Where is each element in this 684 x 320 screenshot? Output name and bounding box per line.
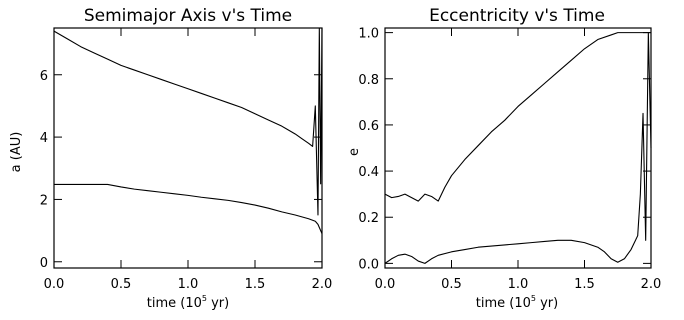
series-line-1: [384, 32, 651, 202]
x-axis-label-main: time (10: [147, 296, 202, 311]
series-line-2: [384, 32, 652, 264]
x-axis-label-sup: 5: [202, 294, 207, 303]
x-tick-label: 0.0: [44, 277, 65, 292]
y-tick-label: 0.8: [358, 73, 379, 88]
x-tick-label: 0.0: [375, 277, 396, 292]
x-axis-label-end: yr): [207, 296, 229, 311]
x-tick-label: 0.5: [111, 277, 132, 292]
y-tick-label: 4: [40, 131, 48, 146]
x-tick-label: 1.0: [508, 277, 529, 292]
x-axis-label-end: yr): [536, 296, 558, 311]
plot-frame: [384, 27, 652, 269]
x-tick-label: 1.5: [245, 277, 266, 292]
y-tick-label: 0.4: [358, 165, 379, 180]
y-tick-label: 2: [40, 193, 48, 208]
y-tick-label: 0: [40, 256, 48, 271]
y-tick-label: 0.2: [358, 211, 379, 226]
x-tick-label: 2.0: [312, 277, 333, 292]
x-axis-label-sup: 5: [531, 294, 536, 303]
x-axis-label: time (105 yr): [476, 294, 558, 311]
x-tick-label: 1.5: [574, 277, 595, 292]
x-tick-label: 0.5: [441, 277, 462, 292]
series-line-2: [54, 183, 323, 234]
y-tick-label: 0.0: [358, 257, 379, 272]
eccentricity-chart: Eccentricity v's Time time (105 yr) e 0.…: [347, 6, 661, 311]
plot-frame: [53, 27, 323, 269]
y-tick-label: 6: [40, 69, 48, 84]
chart-title: Semimajor Axis v's Time: [84, 6, 292, 26]
y-tick-label: 0.6: [358, 119, 379, 134]
y-axis-label: a (AU): [9, 132, 24, 173]
series-line-1: [53, 27, 323, 216]
y-tick-label: 1.0: [358, 27, 379, 42]
x-axis-label-main: time (10: [476, 296, 531, 311]
semimajor-axis-chart: Semimajor Axis v's Time time (105 yr) a …: [9, 6, 332, 311]
chart-title: Eccentricity v's Time: [429, 6, 605, 26]
y-axis-label: e: [347, 148, 362, 156]
x-tick-label: 2.0: [641, 277, 662, 292]
x-tick-label: 1.0: [178, 277, 199, 292]
x-axis-label: time (105 yr): [147, 294, 229, 311]
